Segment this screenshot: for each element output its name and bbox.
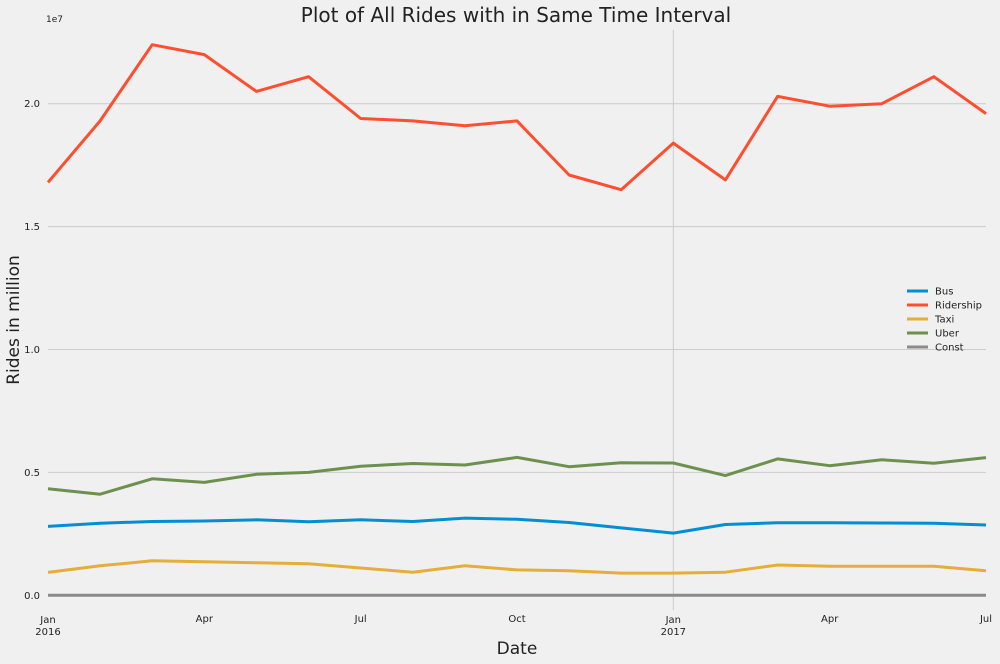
- series-line-taxi: [47, 559, 987, 575]
- y-tick-label: 1.5: [24, 222, 40, 233]
- y-axis-exponent: 1e7: [46, 15, 63, 25]
- x-tick-label: Jul: [354, 614, 367, 625]
- x-tick-label: Jul: [979, 614, 992, 625]
- x-tick-label: Jan: [39, 615, 55, 626]
- x-tick-sublabel: 2017: [661, 627, 686, 638]
- y-tick-label: 0.5: [24, 468, 40, 479]
- legend-label-uber: Uber: [935, 329, 960, 340]
- x-tick-sublabel: 2016: [35, 627, 60, 638]
- legend-label-bus: Bus: [935, 287, 953, 298]
- x-tick-label: Apr: [196, 614, 214, 625]
- series-line-uber: [47, 455, 987, 496]
- legend: Bus Ridership Taxi Uber Const: [907, 287, 982, 354]
- y-axis-label: Rides in million: [4, 255, 24, 385]
- x-axis-label: Date: [497, 639, 538, 659]
- series-lines: [46, 43, 987, 597]
- chart-title: Plot of All Rides with in Same Time Inte…: [301, 3, 731, 27]
- series-line-ridership: [46, 43, 987, 192]
- x-tick-label: Oct: [508, 614, 525, 625]
- series-line-bus: [47, 516, 987, 535]
- legend-label-const: Const: [935, 343, 964, 354]
- legend-label-taxi: Taxi: [934, 315, 954, 326]
- legend-label-ridership: Ridership: [935, 301, 982, 312]
- x-tick-label: Apr: [821, 614, 839, 625]
- y-tick-label: 0.0: [24, 591, 40, 602]
- y-tick-label: 2.0: [24, 99, 40, 110]
- x-tick-label: Jan: [665, 615, 681, 626]
- y-tick-label: 1.0: [24, 345, 40, 356]
